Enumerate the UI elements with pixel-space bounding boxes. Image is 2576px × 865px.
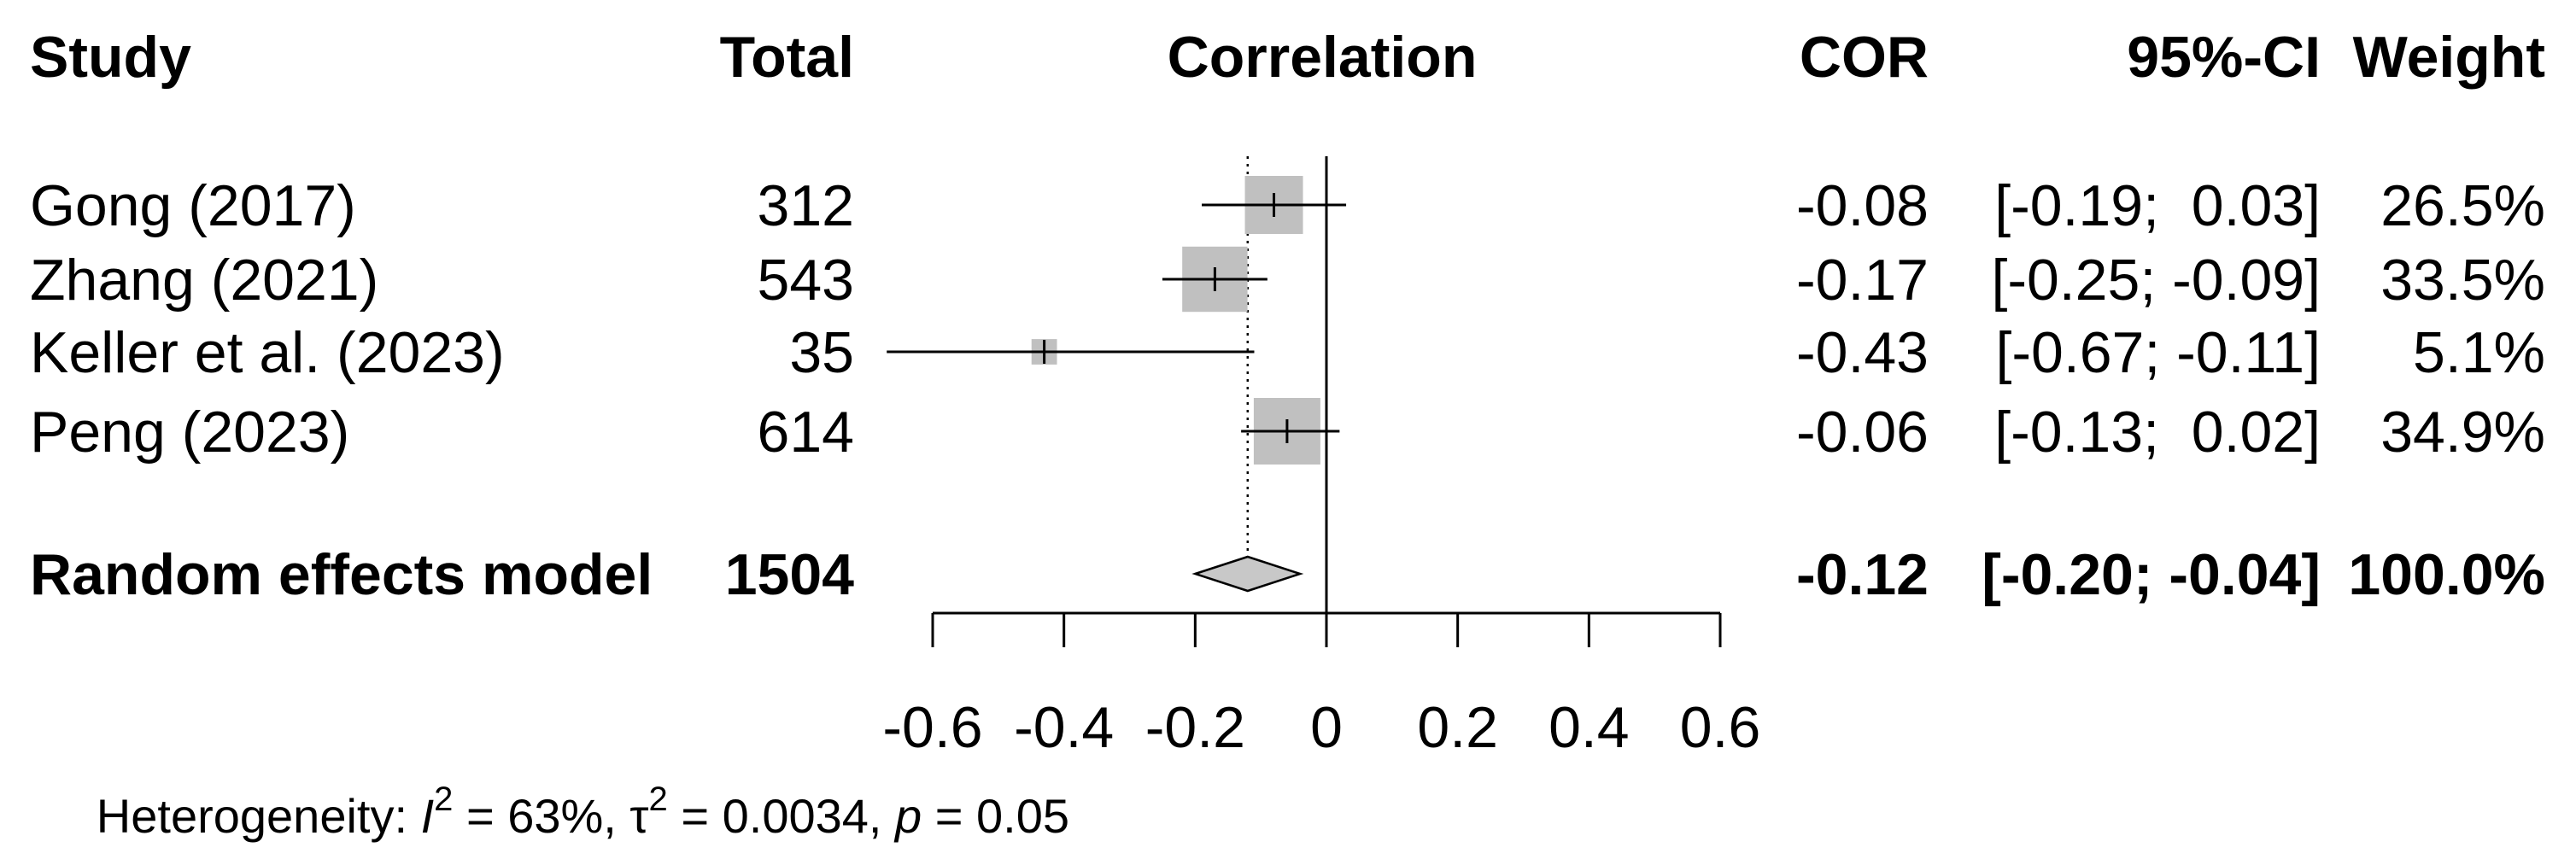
study-rows: Gong (2017) 312 -0.08 [-0.19; 0.03] 26.5% Zha… xyxy=(30,173,2545,465)
het-p-value: = 0.05 xyxy=(922,789,1069,843)
header-cor: COR xyxy=(1800,25,1929,90)
plot-marks xyxy=(887,156,1347,613)
x-tick-label: 0 xyxy=(1310,695,1343,760)
study-weight: 26.5% xyxy=(2380,173,2545,238)
header-weight: Weight xyxy=(2353,25,2545,90)
het-tau-superscript: 2 xyxy=(649,780,668,818)
study-weight: 33.5% xyxy=(2380,248,2545,313)
column-headers: Study Total Correlation COR 95%-CI Weigh… xyxy=(30,25,2545,90)
x-tick-label: -0.2 xyxy=(1145,695,1245,760)
study-ci: [-0.19; 0.03] xyxy=(1994,173,2321,238)
het-tau2-value: = 0.0034, xyxy=(668,789,895,843)
study-ci: [-0.67; -0.11] xyxy=(1995,320,2321,385)
study-name: Keller et al. (2023) xyxy=(30,320,505,385)
study-total: 312 xyxy=(758,173,854,238)
x-tick-label: 0.4 xyxy=(1549,695,1630,760)
study-name: Zhang (2021) xyxy=(30,248,378,313)
pooled-row: Random effects model 1504 -0.12 [-0.20; -0.… xyxy=(30,542,2545,607)
x-tick-label: -0.6 xyxy=(882,695,982,760)
x-tick-label: 0.2 xyxy=(1417,695,1498,760)
study-total: 614 xyxy=(758,400,854,465)
heterogeneity-text: Heterogeneity: I2 = 63%, τ2 = 0.0034, p … xyxy=(30,780,1109,843)
pooled-total: 1504 xyxy=(725,542,854,607)
study-cor: -0.17 xyxy=(1796,248,1929,313)
het-i2-value: = 63%, xyxy=(453,789,629,843)
pooled-weight: 100.0% xyxy=(2348,542,2545,607)
study-name: Gong (2017) xyxy=(30,173,356,238)
x-axis: -0.6 -0.4 -0.2 0 0.2 0.4 0.6 xyxy=(882,611,1761,760)
het-tau-symbol: τ xyxy=(629,789,648,843)
study-cor: -0.43 xyxy=(1796,320,1929,385)
study-ci: [-0.25; -0.09] xyxy=(1991,248,2321,313)
het-i-symbol: I xyxy=(421,789,435,843)
header-total: Total xyxy=(720,25,854,90)
study-cor: -0.06 xyxy=(1796,400,1929,465)
study-ci: [-0.13; 0.02] xyxy=(1994,400,2321,465)
het-p-symbol: p xyxy=(893,789,922,843)
study-total: 543 xyxy=(758,248,854,313)
pooled-name: Random effects model xyxy=(30,542,653,607)
het-prefix: Heterogeneity: xyxy=(97,789,421,843)
study-total: 35 xyxy=(789,320,854,385)
study-weight: 5.1% xyxy=(2413,320,2545,385)
header-study: Study xyxy=(30,25,191,90)
x-tick-label: 0.6 xyxy=(1680,695,1761,760)
study-cor: -0.08 xyxy=(1796,173,1929,238)
study-weight: 34.9% xyxy=(2380,400,2545,465)
het-i-superscript: 2 xyxy=(434,780,453,818)
header-correlation: Correlation xyxy=(1168,25,1478,90)
x-tick-label: -0.4 xyxy=(1014,695,1114,760)
pooled-diamond xyxy=(1191,555,1304,593)
header-ci: 95%-CI xyxy=(2127,25,2321,90)
pooled-ci: [-0.20; -0.04] xyxy=(1982,542,2321,607)
pooled-cor: -0.12 xyxy=(1796,542,1929,607)
study-name: Peng (2023) xyxy=(30,400,349,465)
